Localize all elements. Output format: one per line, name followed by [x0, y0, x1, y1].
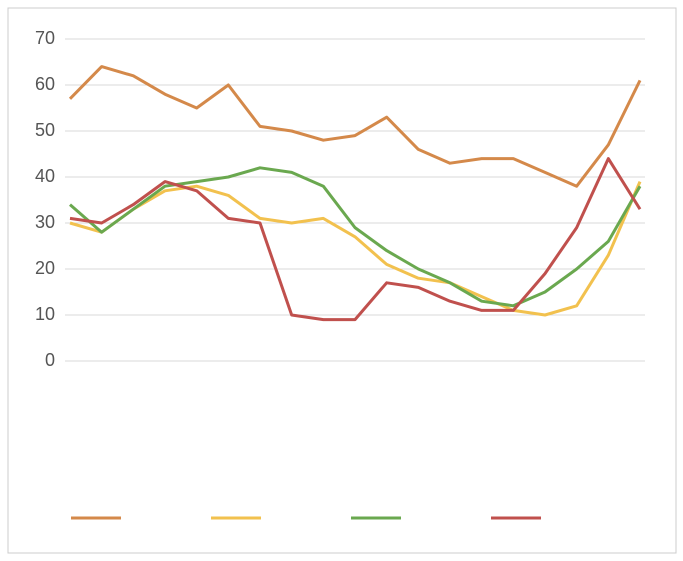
y-tick-label: 0: [45, 350, 55, 370]
series-line: [69, 157, 642, 322]
y-tick-label: 70: [35, 28, 55, 48]
y-tick-label: 50: [35, 120, 55, 140]
series-line: [69, 166, 642, 308]
series-line: [69, 181, 642, 317]
y-tick-label: 20: [35, 258, 55, 278]
y-tick-label: 30: [35, 212, 55, 232]
y-tick-label: 40: [35, 166, 55, 186]
y-tick-label: 60: [35, 74, 55, 94]
y-tick-label: 10: [35, 304, 55, 324]
chart-frame: [7, 7, 677, 554]
series-line: [68, 65, 642, 188]
